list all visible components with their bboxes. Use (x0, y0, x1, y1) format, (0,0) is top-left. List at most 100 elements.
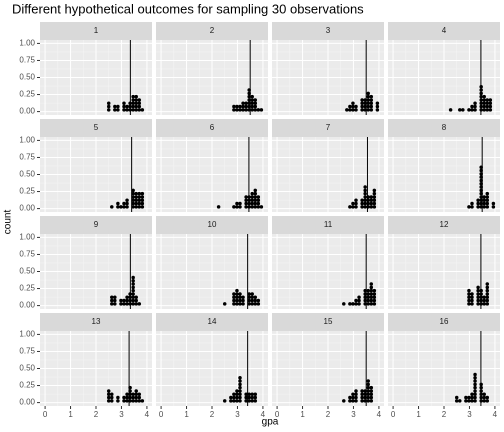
y-tick-label: 1.00 (19, 233, 35, 242)
dot (256, 198, 261, 202)
dot (351, 392, 355, 396)
dot (366, 389, 370, 393)
dot (235, 201, 239, 206)
dot (131, 94, 135, 99)
strip (388, 216, 500, 234)
dot (476, 292, 480, 296)
dot (125, 302, 129, 306)
x-tick-label: 2 (442, 410, 447, 419)
dot (482, 399, 486, 403)
y-tick-label: 0.00 (19, 398, 35, 407)
dot (131, 201, 135, 206)
dot (241, 104, 245, 109)
dot (235, 205, 239, 209)
dot (131, 275, 135, 280)
dot (351, 108, 355, 112)
dot (476, 302, 480, 306)
dot (131, 302, 135, 306)
x-tick-label: 2 (210, 410, 215, 419)
dot (250, 201, 254, 206)
dot (357, 298, 361, 303)
dot (232, 392, 236, 396)
dot (140, 108, 145, 112)
dot (363, 191, 367, 196)
strip (388, 119, 500, 137)
dot (476, 295, 480, 299)
dot (125, 205, 129, 209)
dot (482, 302, 486, 306)
dot (250, 295, 254, 299)
dot (106, 392, 111, 396)
dot (238, 295, 242, 299)
dot (110, 302, 114, 306)
dot (250, 94, 254, 99)
dot (235, 395, 239, 400)
dot (366, 385, 370, 390)
dot (250, 98, 254, 102)
dot (476, 201, 480, 206)
dot (473, 385, 477, 390)
dot (256, 205, 261, 209)
dot (369, 94, 374, 99)
dot (485, 282, 490, 286)
dot (259, 108, 264, 112)
dot (134, 201, 138, 206)
dot (250, 104, 254, 109)
dot (232, 292, 236, 296)
dot (366, 98, 370, 102)
dot (369, 295, 374, 299)
dot (137, 198, 142, 202)
dot (244, 399, 248, 403)
x-tick-label: 0 (275, 410, 280, 419)
dot (366, 94, 370, 99)
dot (256, 195, 261, 199)
dot (247, 399, 251, 403)
dot (369, 399, 374, 403)
dot (470, 205, 474, 209)
dot (351, 395, 355, 400)
dot (106, 389, 111, 393)
dot (238, 392, 242, 396)
dot (354, 298, 358, 303)
dot (122, 205, 126, 209)
dot (253, 98, 258, 102)
dot (131, 188, 135, 193)
dot (348, 302, 352, 306)
dot (122, 302, 126, 306)
x-tick-label: 1 (416, 410, 421, 419)
dot (134, 101, 138, 105)
dot (372, 302, 377, 306)
dot (134, 302, 138, 306)
dot (253, 101, 258, 105)
strip-label: 15 (324, 317, 333, 326)
dot (131, 98, 135, 102)
dot (253, 205, 258, 209)
dot (247, 392, 251, 396)
dot (372, 292, 377, 296)
dot (235, 298, 239, 303)
dot (488, 104, 493, 109)
dot (351, 205, 355, 209)
dot (125, 392, 129, 396)
dot (241, 108, 245, 112)
dot (351, 302, 355, 306)
dot (482, 295, 486, 299)
dot (369, 104, 374, 109)
dot (238, 205, 242, 209)
dot (116, 108, 120, 112)
dot (235, 302, 239, 306)
dot (122, 108, 126, 112)
dot (238, 382, 242, 387)
dot (363, 205, 367, 209)
dot (113, 302, 117, 306)
strip (40, 119, 152, 137)
dot (360, 399, 364, 403)
x-tick-label: 3 (235, 410, 240, 419)
dot (363, 185, 367, 189)
dot (482, 198, 486, 202)
dot (354, 302, 358, 306)
dot (369, 389, 374, 393)
dot (467, 205, 471, 209)
dot (125, 201, 129, 206)
dot (134, 395, 138, 400)
